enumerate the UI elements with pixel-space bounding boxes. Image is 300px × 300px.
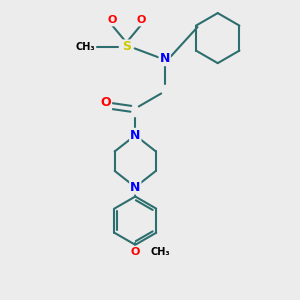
- Text: O: O: [136, 15, 146, 26]
- Text: O: O: [130, 247, 140, 256]
- Text: CH₃: CH₃: [151, 247, 170, 256]
- Text: CH₃: CH₃: [75, 42, 95, 52]
- Text: N: N: [130, 181, 140, 194]
- Text: N: N: [130, 129, 140, 142]
- Text: O: O: [107, 15, 116, 26]
- Text: O: O: [100, 96, 111, 110]
- Text: S: S: [122, 40, 131, 53]
- Text: N: N: [160, 52, 170, 65]
